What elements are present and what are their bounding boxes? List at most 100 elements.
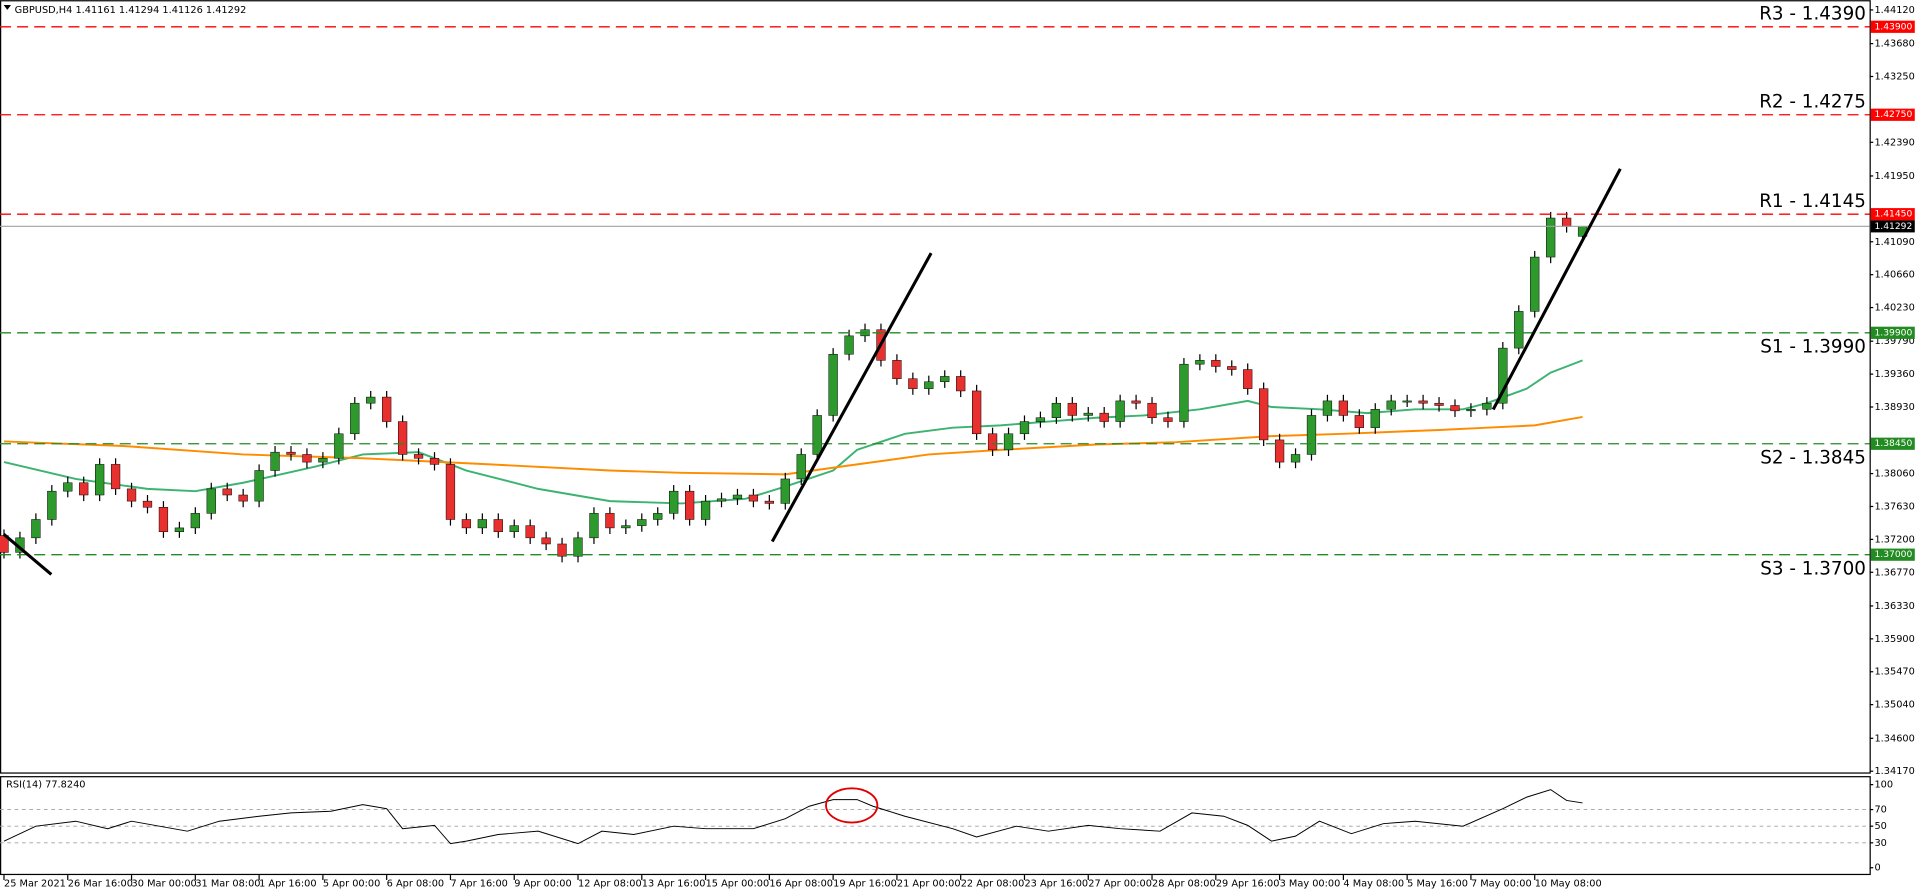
trend-lines xyxy=(2,168,1622,576)
candle-body xyxy=(987,433,998,451)
candle-body xyxy=(541,537,551,545)
level-tag xyxy=(1870,437,1915,450)
y-tick-label: 1.35470 xyxy=(1874,667,1914,678)
x-tick-label: 5 Apr 00:00 xyxy=(323,879,380,890)
y-tick-label: 1.42390 xyxy=(1874,137,1914,148)
candle-body xyxy=(445,464,456,520)
level-tag xyxy=(1870,20,1915,33)
trend-line xyxy=(2,532,53,576)
last-price-tag xyxy=(1870,220,1915,233)
y-tick-label: 1.34600 xyxy=(1874,733,1914,744)
candle-body xyxy=(1211,360,1221,367)
x-tick-label: 15 Apr 00:00 xyxy=(706,879,770,890)
y-tick-label: 1.37630 xyxy=(1874,501,1914,512)
indicator-line xyxy=(3,789,1583,845)
candle-body xyxy=(669,490,679,514)
y-tick-label: 0 xyxy=(1874,863,1880,874)
candle-body xyxy=(1274,439,1285,463)
candle-body xyxy=(1003,433,1014,451)
title-marker xyxy=(3,5,11,10)
candle-body xyxy=(413,454,424,459)
y-tick-label: 1.40660 xyxy=(1874,270,1914,281)
candle-body xyxy=(1434,402,1444,406)
candle-body xyxy=(47,490,57,520)
y-tick-label: 1.36330 xyxy=(1874,601,1914,612)
x-tick-label: 19 Apr 16:00 xyxy=(833,879,897,890)
marks: GBPUSD,H4 1.41161 1.41294 1.41126 1.4129… xyxy=(0,4,1915,890)
trend-line xyxy=(770,252,933,543)
candle-body xyxy=(1386,400,1396,410)
candle-body xyxy=(222,488,232,496)
level-tag-label: 1.37000 xyxy=(1874,549,1912,560)
y-tick-label: 30 xyxy=(1874,838,1886,849)
x-tick-label: 23 Apr 16:00 xyxy=(1024,879,1088,890)
candle-body xyxy=(1402,400,1412,403)
candle-body xyxy=(461,519,472,529)
candle-body xyxy=(684,490,695,520)
candle-body xyxy=(334,433,344,459)
candle-body xyxy=(1259,388,1269,441)
candle-body xyxy=(732,494,743,500)
candle-body xyxy=(79,482,89,496)
candle-body xyxy=(1514,311,1524,349)
candle-body xyxy=(1115,400,1125,422)
candle-body xyxy=(1035,417,1046,422)
x-tick-label: 6 Apr 08:00 xyxy=(387,879,444,890)
x-tick-label: 13 Apr 16:00 xyxy=(642,879,706,890)
candle-body xyxy=(716,498,727,502)
candle-body xyxy=(366,396,376,404)
candle-body xyxy=(1450,405,1460,412)
candle-body xyxy=(318,458,328,463)
candle-body xyxy=(1099,412,1109,422)
candle-body xyxy=(254,470,264,502)
price-panel-frame xyxy=(0,0,1871,774)
candle-body xyxy=(1546,217,1556,258)
candle-body xyxy=(1354,415,1364,428)
candle-body xyxy=(158,507,169,532)
level-tag-label: 1.42750 xyxy=(1874,109,1912,120)
candle-body xyxy=(589,513,599,539)
candle-body xyxy=(493,519,503,532)
x-tick-label: 25 Mar 2021 xyxy=(4,879,66,890)
y-tick-label: 1.40230 xyxy=(1874,303,1914,314)
candle-body xyxy=(924,381,934,389)
candle-body xyxy=(972,390,982,435)
x-tick-label: 16 Apr 08:00 xyxy=(769,879,833,890)
moving-average xyxy=(3,415,1583,476)
candle-body xyxy=(509,525,519,532)
candle-body xyxy=(605,513,615,529)
level-tag xyxy=(1870,548,1915,561)
x-tick-label: 26 Mar 16:00 xyxy=(68,879,133,890)
level-tag xyxy=(1870,208,1915,221)
x-tick-label: 7 Apr 16:00 xyxy=(450,879,507,890)
x-tick-label: 12 Apr 08:00 xyxy=(578,879,642,890)
level-label: R3 - 1.4390 xyxy=(1759,4,1866,25)
candle-body xyxy=(828,353,838,416)
y-tick-label: 1.38060 xyxy=(1874,469,1914,480)
y-tick-label: 1.36770 xyxy=(1874,567,1914,578)
x-tick-label: 22 Apr 08:00 xyxy=(961,879,1025,890)
candle-body xyxy=(1019,421,1030,435)
x-tick-label: 9 Apr 00:00 xyxy=(514,879,571,890)
candle-body xyxy=(653,513,663,520)
candle-body xyxy=(525,525,535,539)
x-tick-label: 28 Apr 08:00 xyxy=(1152,879,1216,890)
candle-body xyxy=(1561,217,1572,227)
level-label: R2 - 1.4275 xyxy=(1759,92,1866,113)
last-price-label: 1.41292 xyxy=(1874,221,1912,232)
candle-body xyxy=(557,543,567,557)
moving-average xyxy=(3,359,1583,505)
candle-body xyxy=(429,458,440,465)
candle-body xyxy=(892,360,902,379)
candle-body xyxy=(637,519,647,526)
x-tick-label: 1 Apr 16:00 xyxy=(259,879,316,890)
trend-line xyxy=(1491,168,1622,411)
candle-body xyxy=(31,519,41,539)
y-tick-label: 1.39790 xyxy=(1874,336,1914,347)
chart-title: GBPUSD,H4 1.41161 1.41294 1.41126 1.4129… xyxy=(15,5,247,16)
candle-body xyxy=(63,482,73,492)
candle-body xyxy=(1338,400,1349,416)
level-tag xyxy=(1870,326,1915,339)
candle-body xyxy=(95,464,105,496)
